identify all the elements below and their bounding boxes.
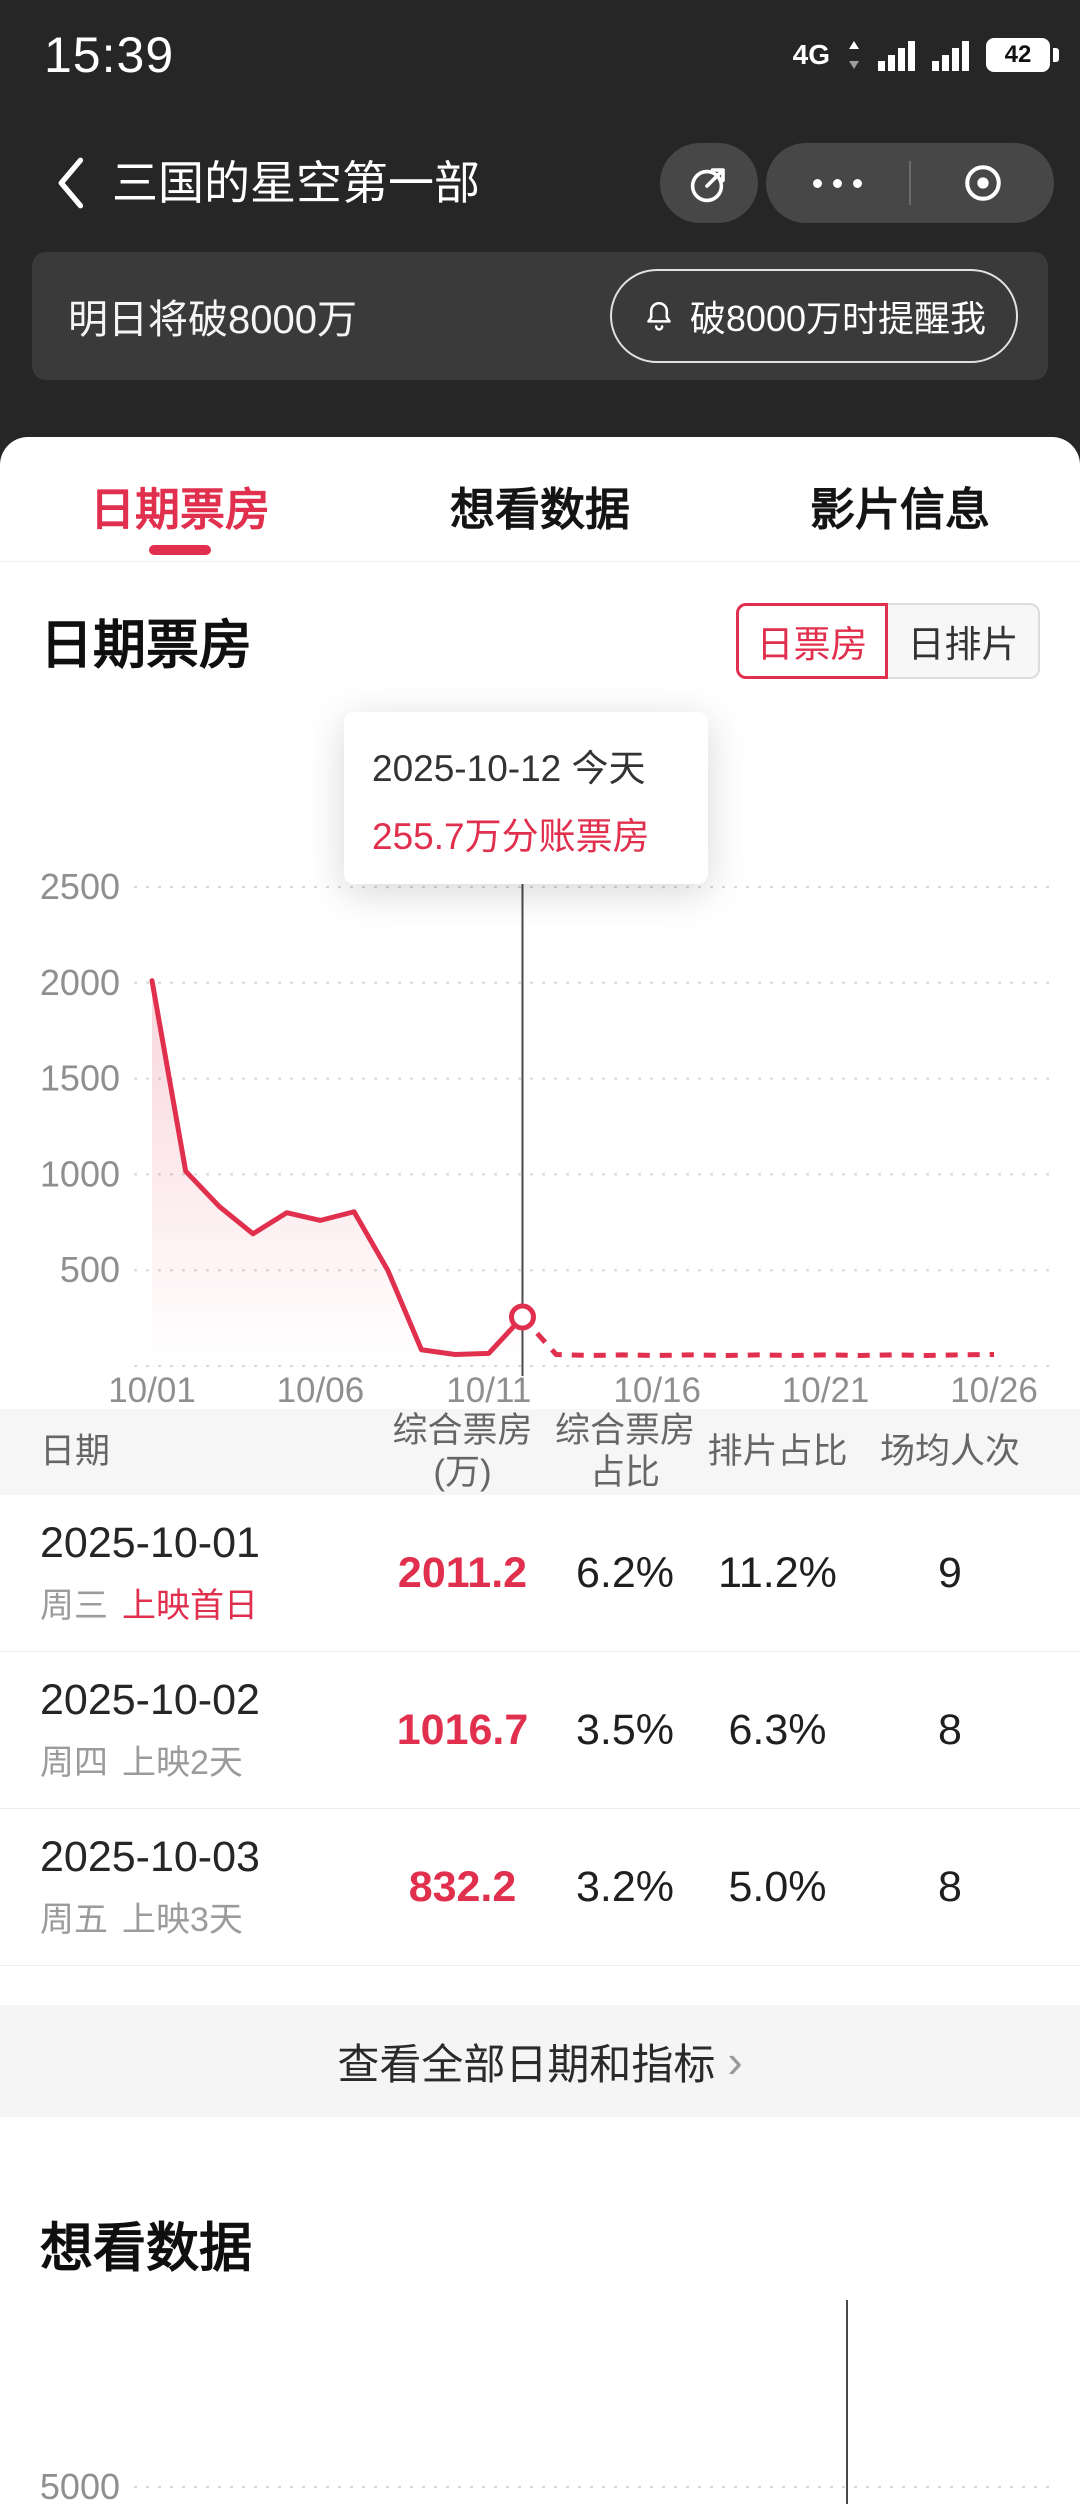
svg-text:10/26: 10/26 bbox=[950, 1371, 1038, 1410]
column-header: 场均人次 bbox=[879, 1432, 1020, 1471]
svg-text:2000: 2000 bbox=[40, 962, 120, 1003]
close-minimize-button[interactable] bbox=[911, 143, 1054, 223]
column-header: 日期 bbox=[40, 1432, 111, 1471]
signal-bars2-icon bbox=[932, 41, 969, 71]
more-dots-icon bbox=[813, 178, 862, 188]
tab-daily-boxoffice[interactable]: 日期票房 bbox=[0, 450, 360, 561]
column-header: 综合票房 占比 bbox=[555, 1411, 696, 1492]
network-arrows-icon bbox=[849, 41, 859, 69]
date-cell: 2025-10-02 周四 上映2天 bbox=[40, 1676, 260, 1782]
milestone-notice-bar: 明日将破8000万 破8000万时提醒我 bbox=[32, 252, 1048, 380]
network-type-label: 4G bbox=[792, 39, 830, 70]
battery-level: 42 bbox=[1004, 41, 1032, 68]
tab-want-to-see[interactable]: 想看数据 bbox=[360, 450, 720, 561]
daily-boxoffice-chart[interactable]: 500 1000 1500 2000 2500 10/01 10/06 10/11 10/16 1… bbox=[0, 852, 1080, 1410]
nav-actions bbox=[660, 143, 1054, 223]
remind-me-button[interactable]: 破8000万时提醒我 bbox=[609, 269, 1018, 363]
view-all-dates-button[interactable]: 查看全部日期和指标 › bbox=[0, 2005, 1080, 2117]
svg-text:10/11: 10/11 bbox=[446, 1371, 531, 1410]
tab-bar: 日期票房 想看数据 影片信息 bbox=[0, 450, 1080, 562]
tooltip-date: 2025-10-12 今天 bbox=[372, 748, 646, 789]
status-bar: 15:39 4G bbox=[44, 22, 1059, 88]
avg-value: 8 bbox=[938, 1862, 962, 1911]
view-all-label: 查看全部日期和指标 bbox=[337, 2040, 716, 2088]
tab-label: 想看数据 bbox=[449, 484, 630, 535]
nav-bar: 三国的星空第一部 bbox=[0, 141, 1080, 225]
table-header: 日期 综合票房 (万) 综合票房 占比 排片占比 场均人次 bbox=[0, 1409, 1080, 1495]
table-row[interactable]: 2025-10-02 周四 上映2天 1016.7 3.5% 6.3% 8 bbox=[0, 1652, 1080, 1809]
remind-me-label: 破8000万时提醒我 bbox=[689, 298, 986, 339]
screening-value: 11.2% bbox=[718, 1548, 837, 1597]
box-value: 2011.2 bbox=[397, 1548, 528, 1597]
milestone-text: 明日将破8000万 bbox=[68, 298, 357, 342]
share-button[interactable] bbox=[660, 143, 758, 223]
avg-value: 9 bbox=[938, 1548, 962, 1597]
table-row[interactable]: 2025-10-01 周三 上映首日 2011.2 6.2% 11.2% 9 bbox=[0, 1495, 1080, 1652]
bell-icon bbox=[647, 301, 671, 331]
svg-text:2500: 2500 bbox=[40, 866, 120, 907]
signal-bars-icon bbox=[878, 41, 915, 71]
tooltip-value: 255.7万分账票房 bbox=[372, 816, 650, 857]
svg-text:5000: 5000 bbox=[40, 2466, 120, 2504]
capsule-divider bbox=[909, 161, 911, 205]
share-value: 6.2% bbox=[575, 1548, 674, 1597]
column-header: 综合票房 (万) bbox=[392, 1411, 533, 1492]
record-circle-icon bbox=[964, 165, 1001, 201]
svg-text:500: 500 bbox=[60, 1249, 120, 1290]
tab-label: 日期票房 bbox=[89, 484, 270, 535]
chart-tooltip: 2025-10-12 今天 255.7万分账票房 bbox=[344, 712, 708, 884]
mini-program-capsule bbox=[766, 143, 1054, 223]
svg-text:1500: 1500 bbox=[40, 1058, 120, 1099]
want-to-see-section-title: 想看数据 bbox=[40, 2219, 252, 2278]
date-cell: 2025-10-03 周五 上映3天 bbox=[40, 1833, 260, 1939]
boxoffice-table-body: 2025-10-01 周三 上映首日 2011.2 6.2% 11.2% 9 2025-10-… bbox=[0, 1495, 1080, 1966]
tab-movie-info[interactable]: 影片信息 bbox=[720, 450, 1080, 561]
box-value: 832.2 bbox=[408, 1862, 517, 1911]
screening-value: 5.0% bbox=[728, 1862, 827, 1911]
status-icons: 4G 42 bbox=[792, 38, 1059, 72]
date-cell: 2025-10-01 周三 上映首日 bbox=[40, 1519, 260, 1625]
want-to-see-chart[interactable]: 5000 bbox=[0, 2296, 1080, 2504]
chart-mode-toggle: 日票房 日排片 bbox=[736, 603, 1040, 679]
screening-value: 6.3% bbox=[728, 1705, 827, 1754]
tab-label: 影片信息 bbox=[809, 484, 990, 535]
svg-text:10/01: 10/01 bbox=[108, 1371, 196, 1410]
svg-text:10/06: 10/06 bbox=[277, 1371, 365, 1410]
clock: 15:39 bbox=[44, 27, 175, 83]
section-head: 日期票房 日票房 日排片 bbox=[40, 598, 1040, 684]
svg-text:10/16: 10/16 bbox=[613, 1371, 701, 1410]
table-row[interactable]: 2025-10-03 周五 上映3天 832.2 3.2% 5.0% 8 bbox=[0, 1809, 1080, 1966]
back-chevron-icon bbox=[58, 157, 84, 209]
page-title: 三国的星空第一部 bbox=[112, 157, 480, 209]
share-value: 3.5% bbox=[575, 1705, 674, 1754]
battery-indicator: 42 bbox=[986, 38, 1059, 72]
back-button[interactable] bbox=[52, 155, 88, 216]
avg-value: 8 bbox=[938, 1705, 962, 1754]
svg-text:1000: 1000 bbox=[40, 1153, 120, 1194]
column-header: 排片占比 bbox=[707, 1432, 848, 1471]
share-forward-icon bbox=[690, 168, 725, 203]
toggle-daily-boxoffice[interactable]: 日票房 bbox=[736, 603, 888, 679]
share-value: 3.2% bbox=[575, 1862, 674, 1911]
header-area: 15:39 4G bbox=[0, 0, 1080, 470]
toggle-daily-screening[interactable]: 日排片 bbox=[888, 603, 1040, 679]
more-menu-button[interactable] bbox=[766, 143, 909, 223]
svg-text:10/21: 10/21 bbox=[782, 1371, 870, 1410]
chevron-right-icon: › bbox=[727, 2035, 743, 2087]
section-title: 日期票房 bbox=[40, 616, 252, 675]
box-value: 1016.7 bbox=[396, 1705, 529, 1754]
